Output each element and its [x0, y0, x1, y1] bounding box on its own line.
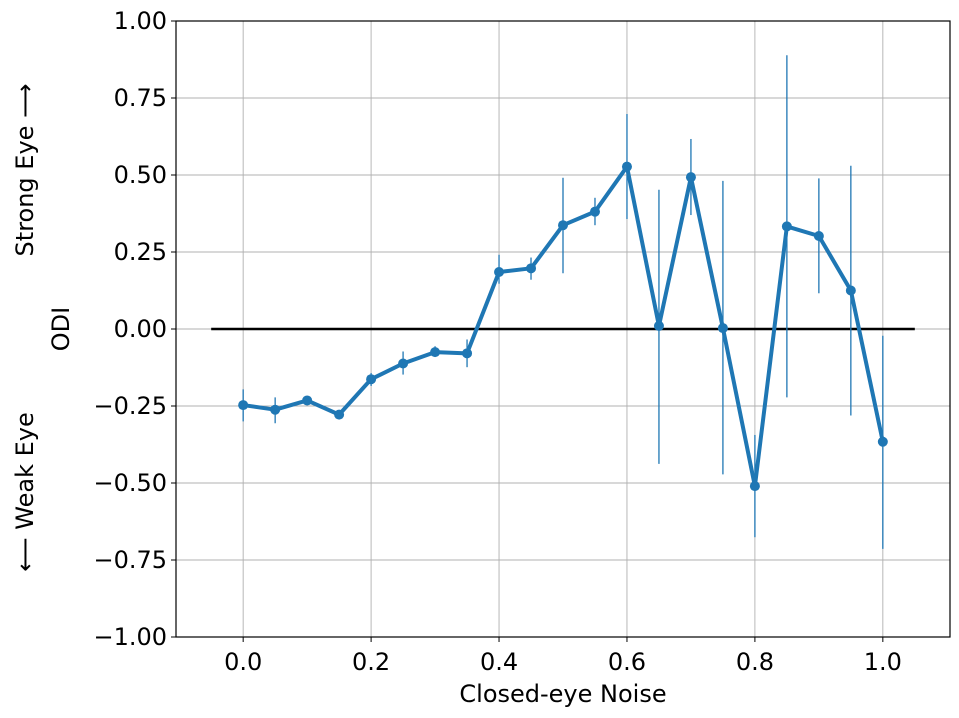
data-point — [653, 320, 664, 331]
data-point — [749, 481, 760, 492]
data-point — [302, 395, 313, 406]
y-tick-label: 0.50 — [114, 161, 167, 189]
data-point — [238, 400, 249, 411]
data-point — [462, 348, 473, 359]
y-tick-label: 0.00 — [114, 315, 167, 343]
x-tick-label: 0.6 — [608, 648, 646, 676]
x-tick-label: 0.8 — [736, 648, 774, 676]
data-point — [558, 220, 568, 231]
y-axis-label-weak-eye: ⟵ Weak Eye — [11, 412, 39, 572]
data-point — [398, 358, 409, 369]
data-point — [685, 172, 696, 183]
data-point — [845, 285, 856, 296]
x-tick-label: 1.0 — [864, 648, 902, 676]
y-tick-label: −0.25 — [93, 392, 167, 420]
data-point — [526, 263, 537, 274]
x-tick-label: 0.2 — [352, 648, 390, 676]
data-point — [717, 323, 728, 334]
series-layer — [238, 161, 888, 492]
ticks: 0.0 0.2 0.4 0.6 0.8 1.0 1.00 0.75 0.50 0.25 0.00 −0… — [93, 7, 901, 676]
data-point — [621, 161, 632, 172]
data-point — [494, 267, 505, 278]
data-point — [270, 404, 281, 415]
y-axis-label: ODI — [47, 307, 75, 351]
y-axis-label-strong-eye: Strong Eye ⟶ — [11, 84, 39, 257]
data-point — [366, 374, 377, 385]
error-bars — [242, 55, 884, 549]
y-tick-label: 0.25 — [114, 238, 167, 266]
data-point — [877, 436, 888, 447]
y-tick-label: −1.00 — [93, 623, 167, 651]
data-point — [430, 347, 441, 358]
y-tick-label: −0.75 — [93, 546, 167, 574]
x-tick-label: 0.0 — [224, 648, 262, 676]
data-point — [813, 230, 824, 241]
data-point — [781, 221, 792, 232]
y-tick-label: 1.00 — [114, 7, 167, 35]
data-point — [589, 206, 600, 217]
x-tick-label: 0.4 — [480, 648, 518, 676]
x-axis-label: Closed-eye Noise — [459, 680, 666, 708]
data-point — [334, 409, 345, 420]
y-tick-label: 0.75 — [114, 84, 167, 112]
y-tick-label: −0.50 — [93, 469, 167, 497]
